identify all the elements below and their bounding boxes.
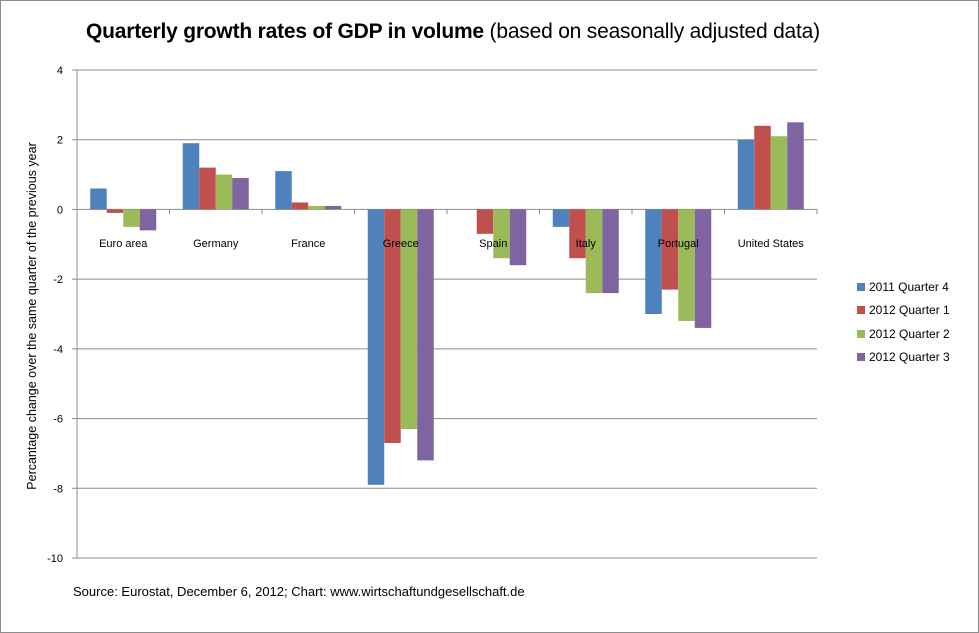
source-note: Source: Eurostat, December 6, 2012; Char…: [73, 584, 525, 599]
bar: [770, 136, 788, 210]
legend-label: 2012 Quarter 3: [869, 350, 950, 365]
bar: [569, 209, 586, 259]
y-tick-label: 0: [57, 204, 63, 216]
bar: [678, 209, 695, 321]
bar: [737, 139, 755, 210]
y-tick-label: -2: [53, 274, 63, 286]
bar: [291, 202, 309, 210]
bar: [232, 178, 249, 210]
bar: [384, 209, 401, 443]
y-tick-label: -8: [53, 483, 63, 495]
bar: [139, 209, 157, 231]
legend-label: 2012 Quarter 1: [869, 303, 950, 318]
bar: [585, 209, 603, 294]
legend-label: 2011 Quarter 4: [869, 279, 949, 294]
bar: [509, 209, 527, 266]
category-label: France: [291, 238, 325, 250]
legend-item: 2012 Quarter 1: [857, 299, 950, 323]
legend-swatch: [857, 282, 865, 291]
category-label: Spain: [479, 238, 507, 250]
category-label: Portugal: [658, 238, 699, 250]
bar: [275, 171, 292, 210]
bar: [400, 209, 418, 430]
bar: [602, 209, 619, 294]
legend-item: 2011 Quarter 4: [857, 275, 950, 299]
legend-label: 2012 Quarter 2: [869, 326, 950, 341]
y-tick-label: -6: [53, 414, 63, 426]
bar: [90, 188, 107, 210]
y-tick-label: 2: [57, 135, 63, 147]
category-label: Italy: [576, 238, 597, 250]
bar: [367, 209, 385, 485]
bar: [182, 143, 200, 210]
bar: [645, 209, 662, 314]
bar: [787, 122, 804, 210]
bar: [417, 209, 434, 461]
legend-swatch: [857, 353, 865, 362]
bar: [106, 209, 124, 213]
legend-item: 2012 Quarter 2: [857, 322, 950, 346]
legend-swatch: [857, 329, 865, 338]
bar: [324, 205, 342, 210]
category-label: Greece: [383, 238, 419, 250]
bar: [308, 205, 325, 210]
bar: [199, 167, 216, 210]
bar: [661, 209, 679, 290]
legend-swatch: [857, 306, 865, 315]
category-label: United States: [738, 238, 805, 250]
bar: [493, 209, 510, 259]
bar: [123, 209, 140, 227]
bar: [552, 209, 570, 227]
chart-title-main: Quarterly growth rates of GDP in volume: [86, 20, 484, 43]
category-label: Germany: [193, 238, 239, 250]
bar: [476, 209, 494, 234]
legend: 2011 Quarter 4 2012 Quarter 1 2012 Quarter…: [857, 275, 950, 369]
chart-title-sub: (based on seasonally adjusted data): [489, 20, 821, 43]
chart-title: Quarterly growth rates of GDP in volume …: [86, 20, 820, 44]
y-tick-label: -10: [47, 553, 63, 565]
y-tick-label: 4: [57, 65, 63, 77]
legend-item: 2012 Quarter 3: [857, 346, 950, 370]
bar: [694, 209, 712, 328]
bar: [215, 174, 233, 210]
y-tick-label: -4: [53, 344, 63, 356]
category-label: Euro area: [99, 238, 148, 250]
bar: [754, 125, 771, 210]
